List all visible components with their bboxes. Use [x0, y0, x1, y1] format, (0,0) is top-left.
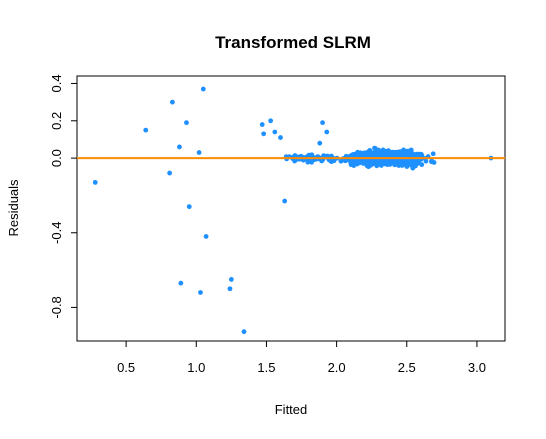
- chart-title: Transformed SLRM: [215, 33, 371, 52]
- data-point: [317, 140, 323, 146]
- data-point: [419, 162, 425, 168]
- data-point: [405, 159, 411, 165]
- x-tick-label: 1.0: [187, 360, 205, 375]
- data-point: [429, 158, 435, 164]
- data-point: [324, 129, 330, 135]
- data-point: [167, 170, 173, 176]
- data-point: [227, 286, 233, 292]
- data-point: [228, 277, 234, 282]
- data-point: [203, 234, 209, 239]
- data-point: [359, 152, 364, 158]
- y-axis: -0.8 -0.4 0.0 0.2 0.4: [49, 74, 77, 319]
- data-point: [241, 329, 247, 335]
- data-points: [92, 86, 494, 335]
- data-point: [377, 150, 382, 156]
- data-point: [360, 159, 366, 164]
- data-point: [392, 161, 397, 167]
- data-point: [278, 135, 283, 140]
- data-point: [320, 120, 325, 126]
- data-point: [430, 151, 436, 157]
- data-point: [404, 164, 410, 170]
- y-tick-label: -0.8: [49, 296, 64, 318]
- data-point: [385, 151, 391, 157]
- data-point: [143, 127, 149, 133]
- data-point: [261, 131, 267, 137]
- data-point: [372, 146, 378, 151]
- y-tick-label: 0.2: [49, 112, 64, 130]
- y-tick-label: 0.4: [49, 74, 64, 92]
- data-point: [170, 99, 175, 105]
- data-point: [349, 152, 355, 158]
- y-tick-label: 0.0: [49, 149, 64, 167]
- x-tick-label: 2.5: [398, 360, 416, 375]
- y-axis-label: Residuals: [6, 179, 21, 237]
- data-point: [196, 150, 202, 155]
- data-point: [409, 159, 415, 165]
- y-tick-label: -0.4: [49, 222, 64, 244]
- data-point: [338, 158, 344, 164]
- data-point: [268, 118, 274, 124]
- data-point: [365, 153, 371, 158]
- x-tick-label: 1.5: [257, 360, 275, 375]
- data-point: [349, 161, 354, 167]
- x-tick-label: 2.0: [328, 360, 346, 375]
- x-axis: 0.5 1.0 1.5 2.0 2.5 3.0: [117, 341, 486, 375]
- plot-frame: [76, 75, 506, 342]
- data-point: [309, 159, 314, 165]
- data-point: [401, 147, 406, 153]
- data-point: [292, 153, 298, 158]
- data-point: [186, 204, 192, 210]
- data-point: [200, 86, 206, 92]
- data-point: [381, 160, 387, 166]
- data-point: [272, 129, 278, 135]
- data-point: [198, 290, 203, 295]
- data-point: [305, 159, 311, 165]
- x-axis-label: Fitted: [275, 402, 308, 417]
- x-tick-label: 0.5: [117, 360, 135, 375]
- data-point: [184, 120, 189, 126]
- data-point: [178, 280, 184, 286]
- data-point: [92, 179, 98, 185]
- x-tick-label: 3.0: [468, 360, 486, 375]
- data-point: [282, 198, 288, 204]
- data-point: [177, 144, 182, 150]
- data-point: [259, 122, 265, 127]
- data-point: [413, 163, 418, 169]
- data-point: [408, 147, 414, 153]
